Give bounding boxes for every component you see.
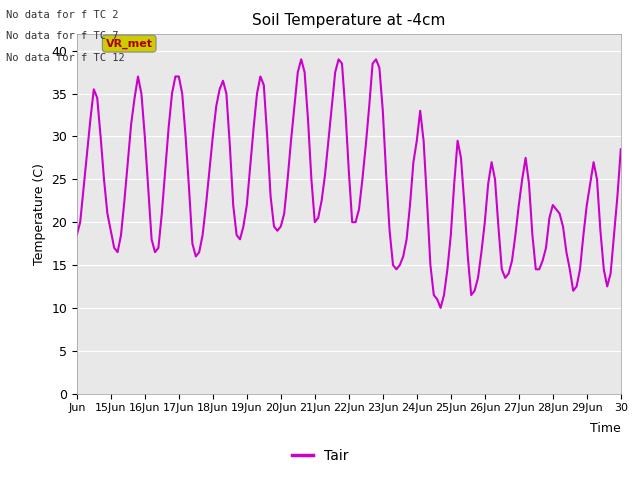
Title: Soil Temperature at -4cm: Soil Temperature at -4cm (252, 13, 445, 28)
Text: VR_met: VR_met (106, 38, 153, 49)
Text: No data for f TC 2: No data for f TC 2 (6, 10, 119, 20)
Text: No data for f TC 7: No data for f TC 7 (6, 31, 119, 41)
Legend: Tair: Tair (286, 443, 354, 468)
Text: No data for f TC 12: No data for f TC 12 (6, 53, 125, 63)
Y-axis label: Temperature (C): Temperature (C) (33, 163, 45, 264)
Text: Time: Time (590, 422, 621, 435)
